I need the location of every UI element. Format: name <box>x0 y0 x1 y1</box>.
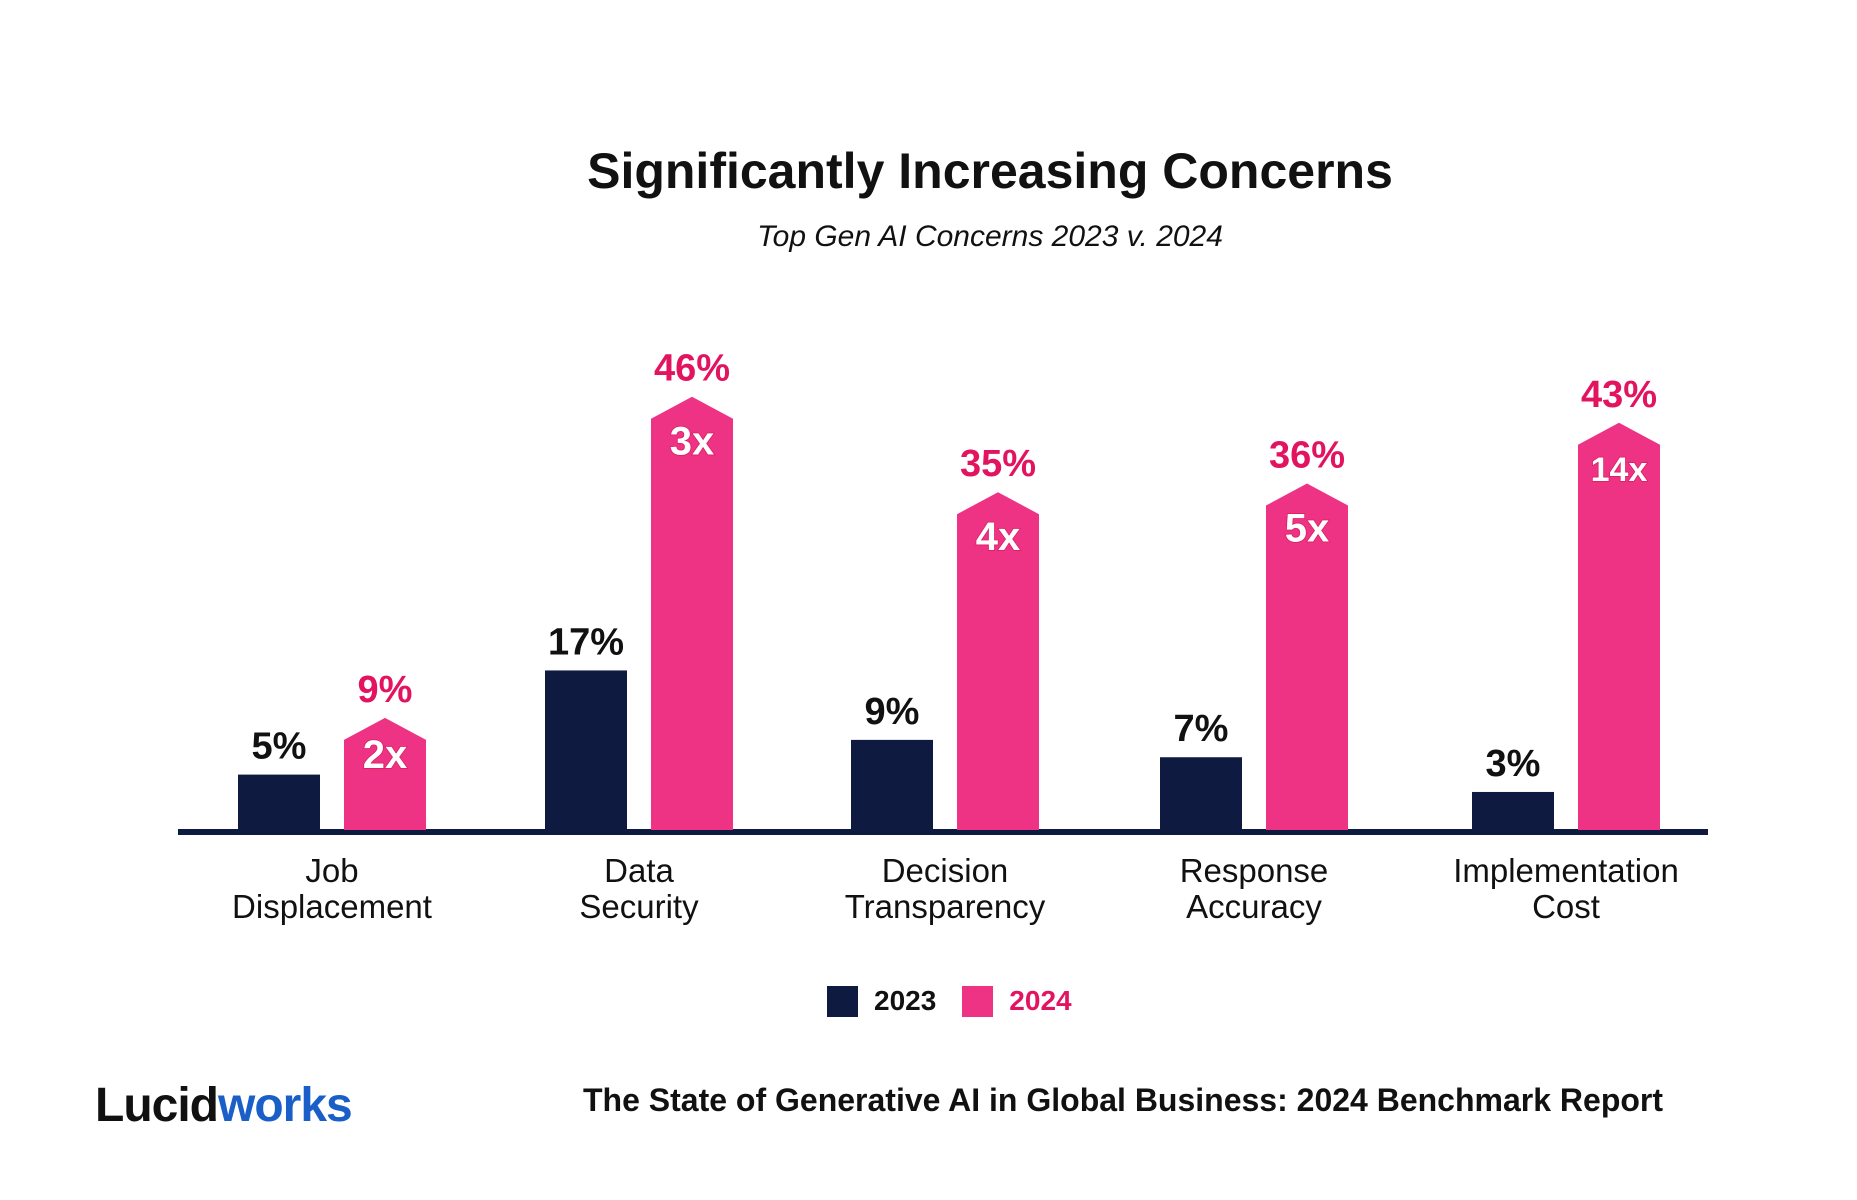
value-label-2024: 9% <box>358 669 413 711</box>
bar-2024 <box>957 492 1039 830</box>
bar-2024 <box>1578 422 1660 830</box>
bar-2023 <box>1472 791 1554 830</box>
lucidworks-logo: Lucidworks <box>95 1079 353 1132</box>
multiplier-label: 5x <box>1285 507 1330 551</box>
category-label: Implementation <box>1453 852 1679 889</box>
value-label-2023: 9% <box>865 691 920 733</box>
multiplier-label: 4x <box>976 515 1021 559</box>
x-axis-line <box>178 829 1708 835</box>
bar-2024 <box>651 396 733 830</box>
bar-2023 <box>238 774 320 830</box>
legend-swatch-2023 <box>827 985 858 1017</box>
bar-2023 <box>1160 757 1242 830</box>
legend-label-2023: 2023 <box>874 985 937 1016</box>
category-label: Cost <box>1532 888 1600 925</box>
category-label: Response <box>1180 852 1329 889</box>
multiplier-label: 3x <box>670 420 715 464</box>
value-label-2023: 3% <box>1486 743 1541 785</box>
bar-2023 <box>545 670 627 830</box>
legend: 2023 2024 <box>827 985 1072 1017</box>
multiplier-label: 2x <box>363 733 408 777</box>
chart-title: Significantly Increasing Concerns <box>587 143 1393 199</box>
value-label-2023: 17% <box>548 621 624 663</box>
category-label: Decision <box>882 852 1009 889</box>
bar-2024 <box>1266 483 1348 830</box>
chart-subtitle: Top Gen AI Concerns 2023 v. 2024 <box>757 220 1223 253</box>
category-label: Data <box>604 852 674 889</box>
value-label-2023: 7% <box>1174 708 1229 750</box>
category-label: Displacement <box>232 888 432 925</box>
value-label-2024: 36% <box>1269 435 1345 477</box>
category-label: Job <box>305 852 358 889</box>
value-label-2023: 5% <box>252 726 307 768</box>
legend-swatch-2024 <box>962 985 994 1017</box>
category-label: Security <box>579 888 699 925</box>
category-label: Accuracy <box>1186 888 1322 925</box>
value-label-2024: 46% <box>654 348 730 390</box>
value-label-2024: 43% <box>1581 374 1657 416</box>
legend-label-2024: 2024 <box>1009 985 1072 1016</box>
bar-2023 <box>851 739 933 830</box>
report-title: The State of Generative AI in Global Bus… <box>583 1082 1664 1118</box>
bar-2024 <box>344 717 426 830</box>
category-label: Transparency <box>845 888 1046 925</box>
value-label-2024: 35% <box>960 443 1036 485</box>
multiplier-label: 14x <box>1591 451 1648 489</box>
